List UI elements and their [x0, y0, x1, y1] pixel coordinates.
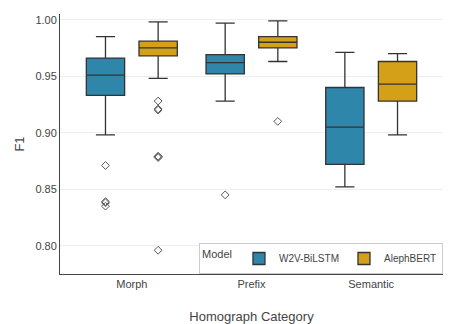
- svg-text:0.80: 0.80: [35, 240, 56, 252]
- svg-text:1.00: 1.00: [35, 14, 56, 26]
- svg-text:Semantic: Semantic: [348, 278, 394, 290]
- svg-text:0.85: 0.85: [35, 183, 56, 195]
- svg-text:Homograph Category: Homograph Category: [189, 309, 314, 324]
- svg-text:W2V-BiLSTM: W2V-BiLSTM: [279, 253, 339, 264]
- svg-text:F1: F1: [12, 136, 27, 151]
- svg-text:Model: Model: [202, 248, 232, 260]
- svg-text:0.95: 0.95: [35, 70, 56, 82]
- svg-text:Morph: Morph: [116, 278, 147, 290]
- svg-text:0.90: 0.90: [35, 127, 56, 139]
- svg-text:Prefix: Prefix: [237, 278, 266, 290]
- svg-text:AlephBERT: AlephBERT: [384, 253, 436, 264]
